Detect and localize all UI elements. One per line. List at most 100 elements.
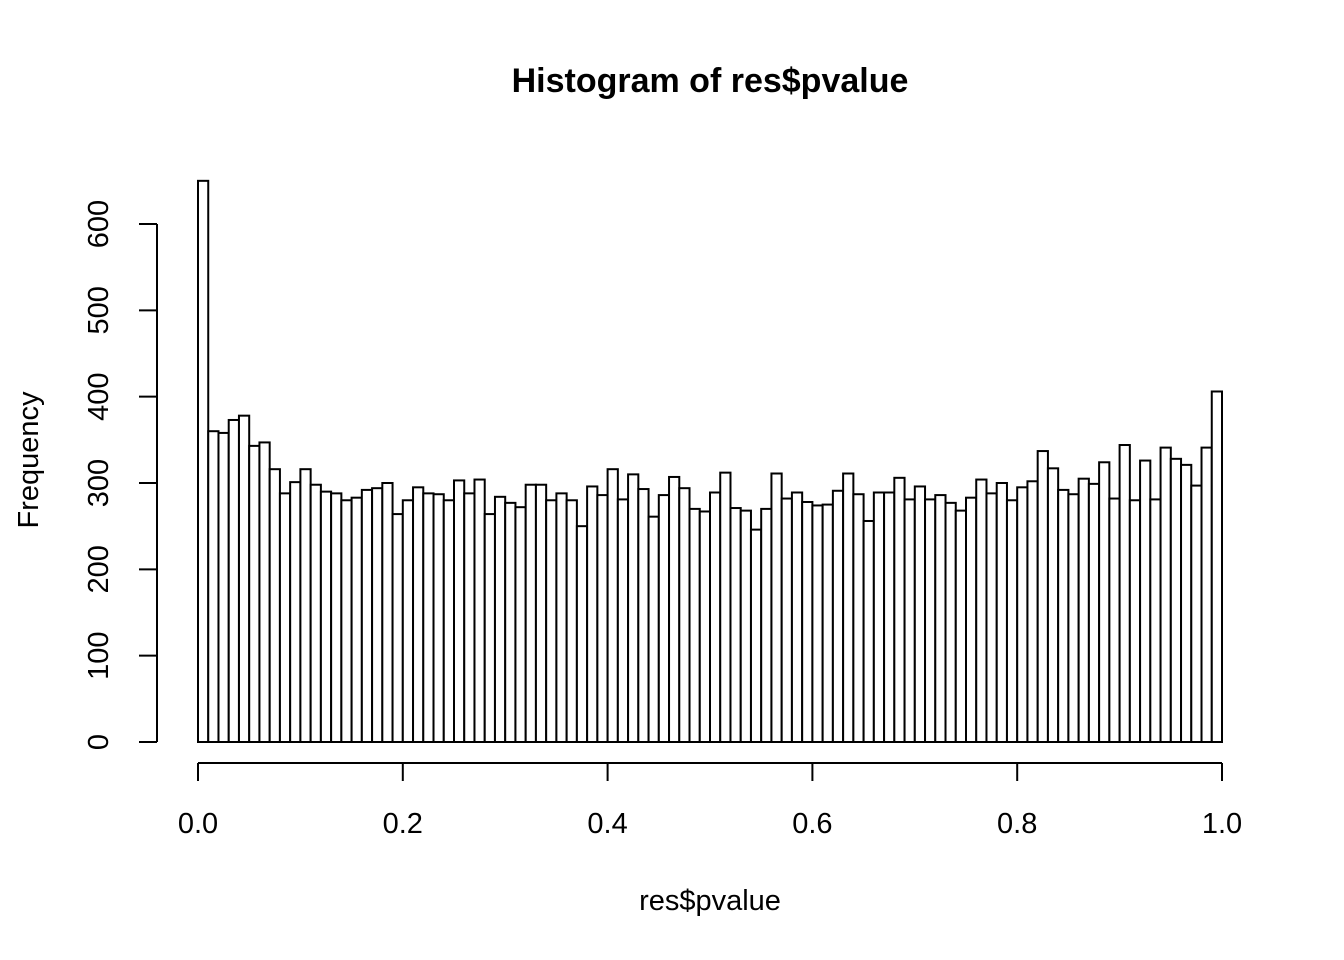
x-tick-label: 0.8 bbox=[997, 808, 1037, 840]
y-tick-label: 300 bbox=[83, 459, 115, 507]
histogram-bar bbox=[709, 491, 722, 743]
histogram-bar bbox=[749, 528, 763, 743]
x-tick-label: 0.2 bbox=[383, 808, 423, 840]
histogram-bars bbox=[197, 179, 1224, 744]
histogram-bar bbox=[534, 483, 548, 743]
histogram-bar bbox=[760, 507, 773, 743]
chart-title: Histogram of res$pvalue bbox=[512, 62, 909, 100]
histogram-bar bbox=[1128, 499, 1142, 743]
histogram-bar bbox=[422, 492, 435, 743]
histogram-bar bbox=[1159, 446, 1172, 743]
histogram-bar bbox=[248, 444, 261, 743]
histogram-bar bbox=[545, 499, 558, 743]
histogram-bar bbox=[493, 495, 507, 743]
histogram-bar bbox=[504, 501, 517, 743]
y-tick-label: 500 bbox=[83, 286, 115, 334]
histogram-bar bbox=[1190, 484, 1203, 743]
histogram-bar bbox=[596, 494, 609, 743]
histogram-bar bbox=[1108, 497, 1121, 744]
histogram-bar bbox=[688, 507, 701, 743]
histogram-bar bbox=[442, 499, 456, 743]
histogram-bar bbox=[872, 491, 886, 743]
histogram-bar bbox=[1210, 390, 1224, 743]
histogram-bar bbox=[616, 498, 630, 743]
x-tick-label: 0.0 bbox=[178, 808, 218, 840]
histogram-bar bbox=[524, 483, 537, 743]
histogram-bar bbox=[770, 472, 783, 743]
histogram-bar bbox=[1046, 467, 1060, 743]
histogram-bar bbox=[258, 441, 271, 743]
histogram-bar bbox=[1169, 457, 1183, 743]
histogram-bar bbox=[975, 478, 988, 743]
histogram-bar bbox=[350, 496, 363, 743]
histogram-bar bbox=[360, 488, 374, 744]
histogram-bar bbox=[1077, 477, 1090, 743]
histogram-bar bbox=[924, 498, 937, 743]
y-tick-label: 400 bbox=[83, 372, 115, 420]
histogram-bar bbox=[473, 478, 486, 743]
histogram-bar bbox=[637, 488, 650, 743]
histogram-bar bbox=[698, 510, 712, 743]
y-axis-label: Frequency bbox=[13, 391, 45, 529]
histogram-bar bbox=[1026, 480, 1039, 743]
y-axis: 0 100 200 300 400 500 600 bbox=[83, 200, 158, 750]
histogram-bar bbox=[1016, 486, 1029, 744]
histogram-bar bbox=[944, 501, 957, 743]
histogram-bar bbox=[862, 519, 875, 744]
histogram-bar bbox=[319, 490, 333, 743]
histogram-bar bbox=[555, 492, 568, 743]
histogram-bar bbox=[391, 513, 404, 744]
histogram-bar bbox=[1036, 450, 1049, 743]
histogram-bar bbox=[647, 515, 660, 743]
histogram-bar bbox=[340, 499, 353, 743]
histogram-bar bbox=[965, 496, 978, 743]
histogram-bar bbox=[1149, 498, 1162, 743]
histogram-bar bbox=[903, 498, 916, 743]
histogram-bar bbox=[217, 431, 230, 743]
histogram-bar bbox=[1200, 446, 1213, 743]
histogram-bar bbox=[678, 487, 691, 743]
histogram-bar bbox=[565, 499, 578, 743]
histogram-bar bbox=[289, 481, 302, 743]
histogram-bar bbox=[852, 493, 865, 743]
histogram-bar bbox=[801, 500, 814, 744]
histogram-bar bbox=[729, 507, 742, 743]
histogram-bar bbox=[934, 494, 947, 743]
histogram-bar bbox=[412, 486, 425, 744]
histogram-bar bbox=[227, 418, 240, 743]
histogram-bar bbox=[1098, 461, 1111, 743]
histogram-bar bbox=[780, 497, 793, 744]
histogram-bar bbox=[821, 503, 834, 744]
x-tick-label: 1.0 bbox=[1202, 808, 1242, 840]
histogram-bar bbox=[575, 525, 589, 744]
histogram-bar bbox=[883, 491, 896, 743]
histogram-bar bbox=[668, 475, 681, 743]
histogram-bar bbox=[1139, 459, 1152, 743]
histogram-bar bbox=[739, 509, 752, 744]
x-axis-label: res$pvalue bbox=[639, 885, 781, 917]
histogram-bar bbox=[453, 479, 466, 743]
histogram-bar bbox=[401, 499, 415, 743]
histogram-bar bbox=[657, 494, 671, 743]
histogram-bar bbox=[237, 414, 251, 743]
histogram-bar bbox=[913, 485, 927, 743]
histogram-bar bbox=[1057, 488, 1070, 744]
histogram-bar bbox=[514, 506, 527, 743]
y-tick-label: 100 bbox=[83, 631, 115, 679]
histogram-bar bbox=[606, 468, 619, 743]
histogram-bar bbox=[627, 473, 640, 743]
histogram-bar bbox=[586, 485, 599, 743]
histogram-bar bbox=[309, 483, 322, 743]
histogram-bar bbox=[790, 491, 804, 743]
histogram-bar bbox=[1087, 482, 1101, 743]
histogram-bar bbox=[893, 476, 906, 743]
histogram-bar bbox=[985, 492, 998, 743]
histogram-bar bbox=[432, 493, 445, 743]
x-tick-label: 0.4 bbox=[587, 808, 627, 840]
histogram-bar bbox=[954, 509, 968, 744]
x-axis: 0.0 0.2 0.4 0.6 0.8 1.0 bbox=[178, 762, 1242, 840]
histogram-bar bbox=[483, 513, 496, 744]
y-tick-label: 600 bbox=[83, 200, 115, 248]
histogram-bar bbox=[831, 489, 845, 743]
